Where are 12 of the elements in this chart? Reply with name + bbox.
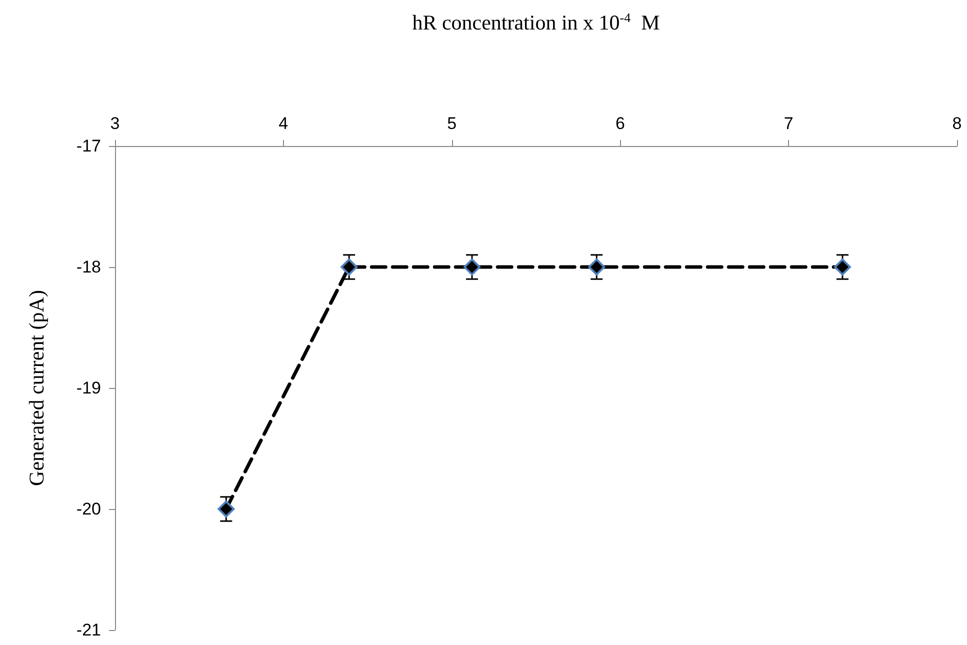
y-axis-title: Generated current (pA) (24, 290, 48, 486)
x-tick-label: 6 (615, 114, 625, 133)
y-tick-label: -21 (76, 620, 101, 640)
x-tick-label: 4 (278, 114, 288, 133)
y-tick-label: -19 (76, 378, 101, 398)
x-tick-label: 8 (952, 114, 962, 133)
y-tick-label: -18 (76, 258, 101, 276)
x-tick-label: 5 (447, 114, 457, 133)
x-tick-label: 7 (784, 114, 794, 133)
x-tick-label: 3 (110, 114, 120, 133)
y-tick-label: -17 (76, 136, 101, 156)
y-tick-label: -20 (76, 500, 101, 518)
